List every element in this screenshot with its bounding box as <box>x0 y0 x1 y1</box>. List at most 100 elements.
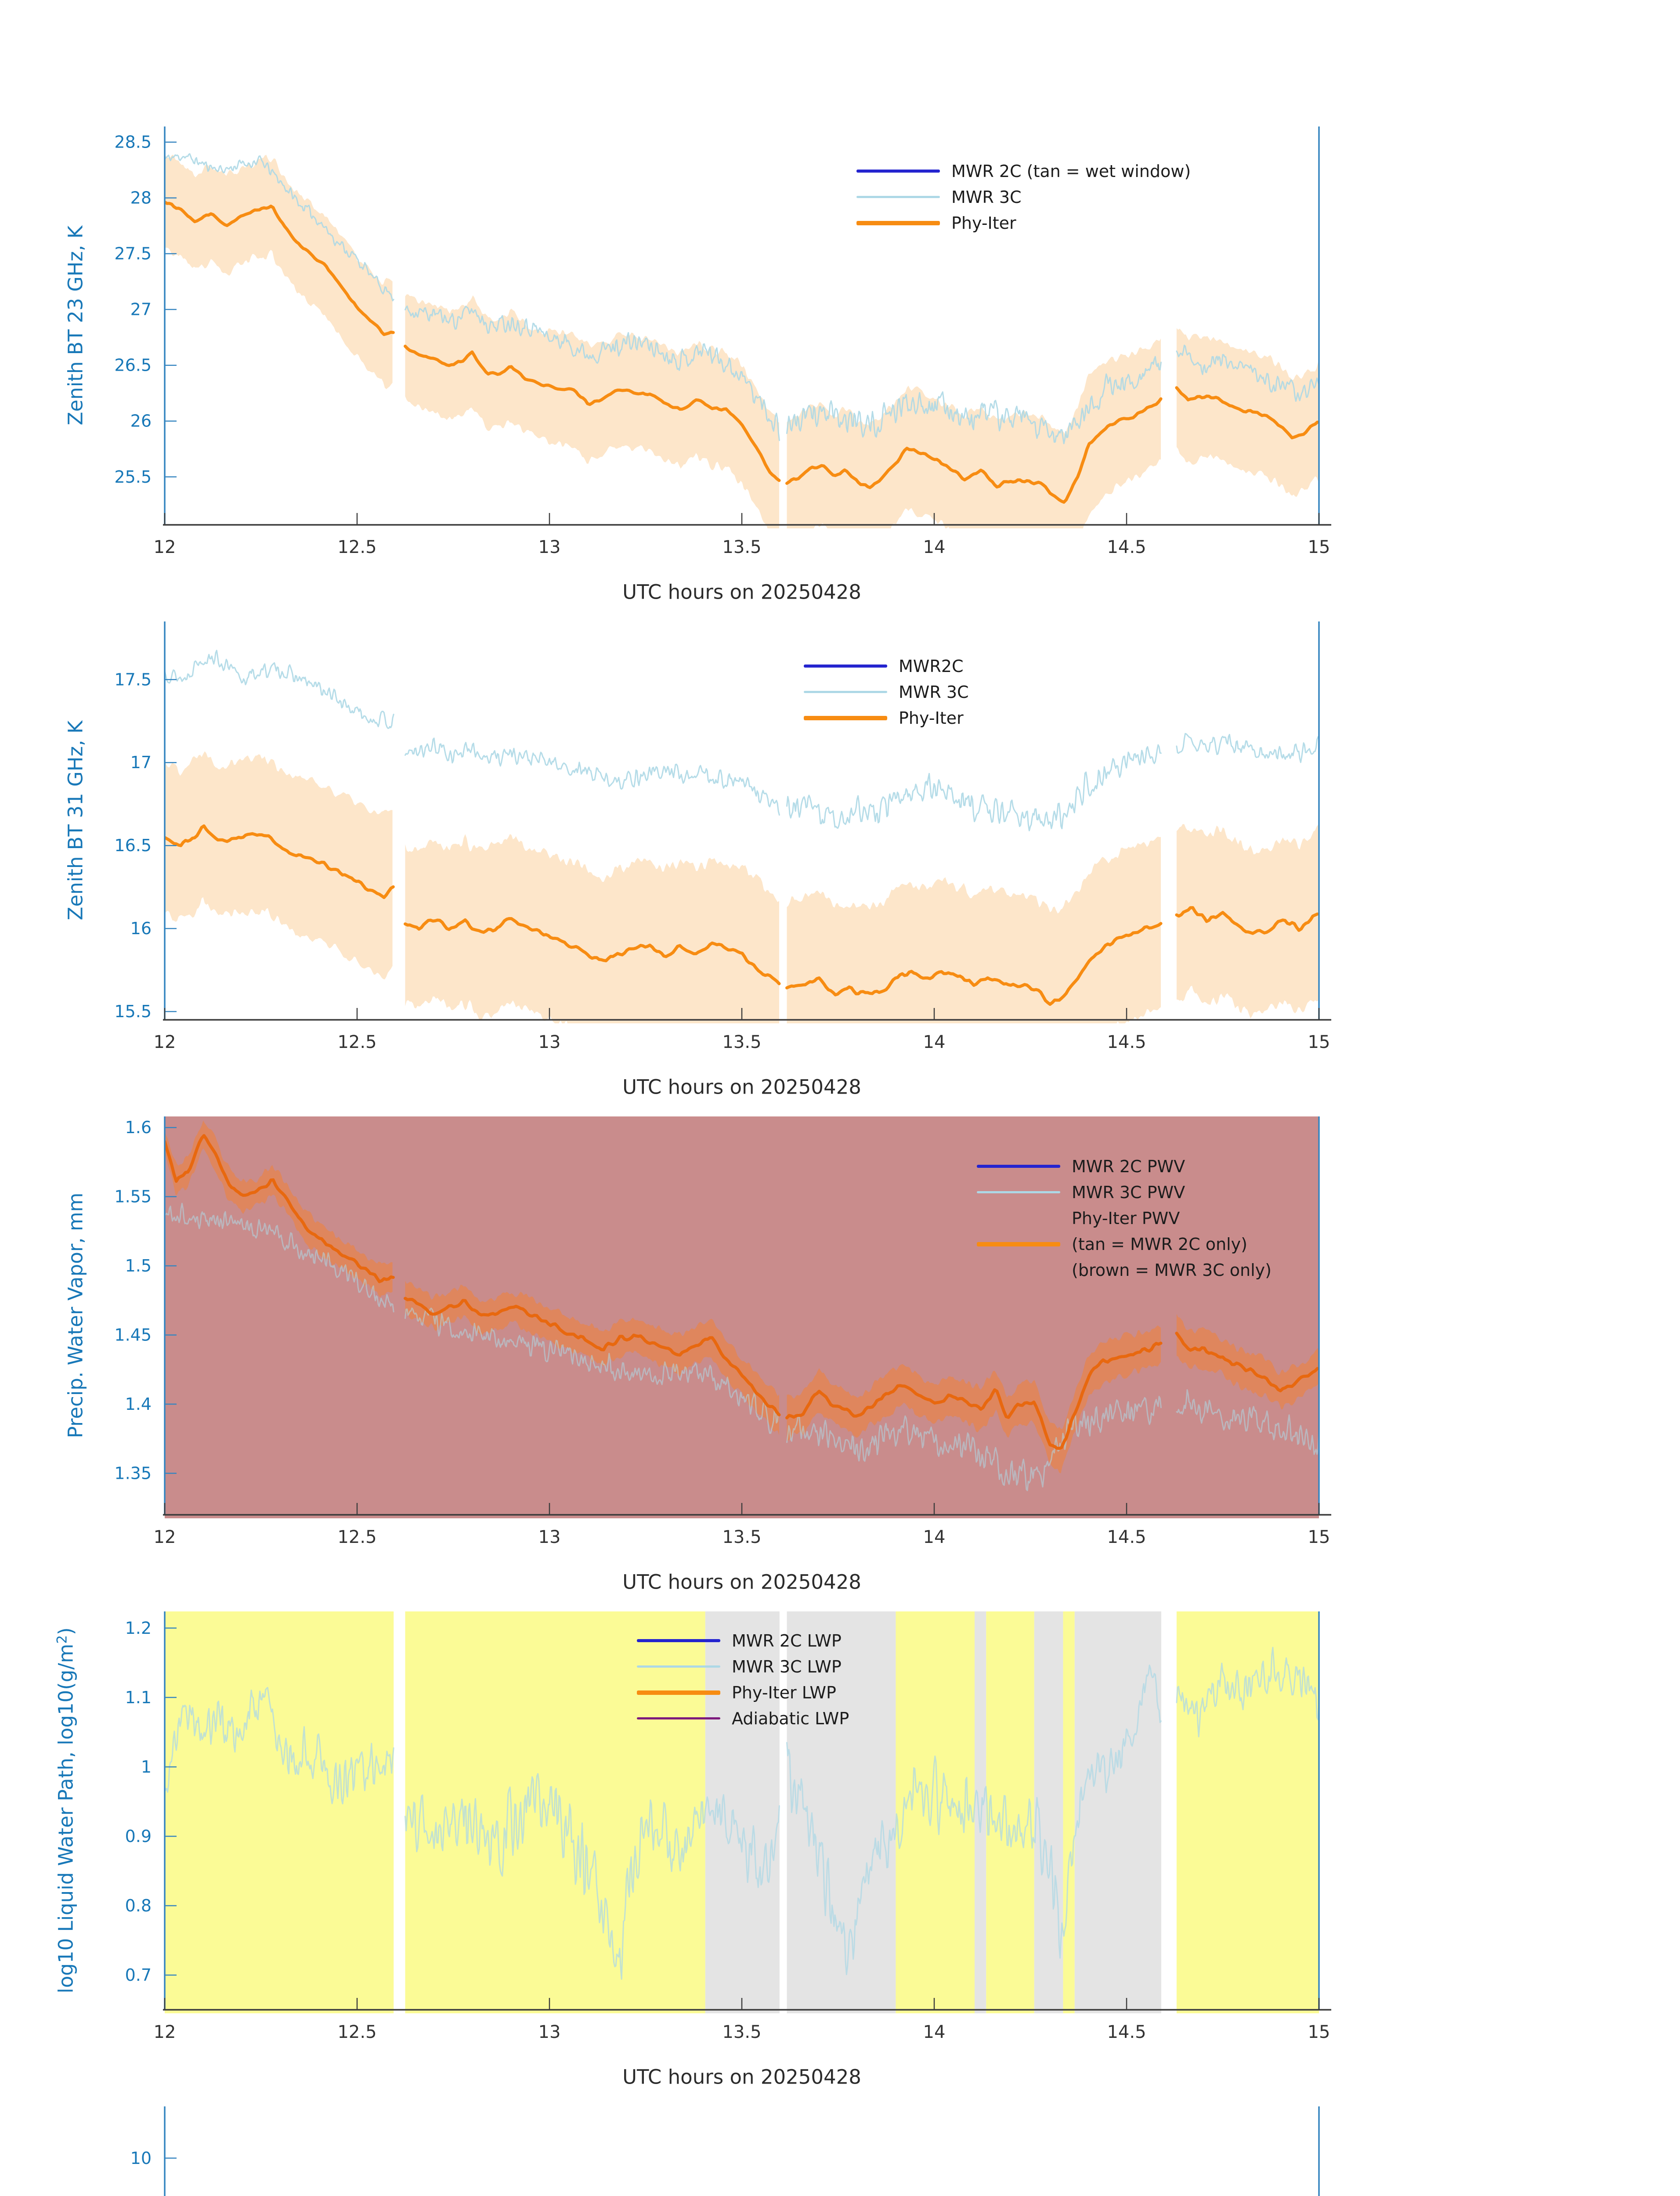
x-tick-label: 14 <box>923 2022 946 2042</box>
y-axis-label-bt31: Zenith BT 31 GHz, K <box>64 720 87 921</box>
chart-zenith-bt-23: 25.5 26 26.5 27 27.5 28 28.5 12 12.5 13 13.5 14 14.5… <box>114 126 1331 557</box>
series-phy-iter-pwv-line <box>165 1134 1319 1450</box>
legend-label: MWR 2C LWP <box>732 1631 842 1651</box>
legend-item: Phy-Iter <box>856 210 1191 236</box>
series-mwr-3c-pwv-line <box>165 1203 1319 1492</box>
legend-item: Phy-Iter LWP <box>637 1680 849 1705</box>
legend-line-swatch <box>804 665 887 668</box>
x-tick-label: 15 <box>1308 2022 1330 2042</box>
legend-label: MWR 3C <box>951 187 1022 207</box>
x-tick-label: 13 <box>538 2022 561 2042</box>
background-span-lwp_yellow <box>986 1611 1034 2013</box>
legend-item: MWR 2C LWP <box>637 1628 849 1654</box>
wet-window-band <box>165 155 393 390</box>
wet-window-band <box>405 294 779 528</box>
legend-spacer <box>977 1218 1060 1219</box>
x-tick-label: 12 <box>154 2022 176 2042</box>
legend-line-swatch <box>804 691 887 693</box>
y-tick-label: 0.8 <box>125 1896 152 1915</box>
y-axis-label-lwp: log10 Liquid Water Path, log10(g/m2) <box>54 1627 78 1994</box>
x-tick-label: 13.5 <box>722 537 761 557</box>
legend-bt31: MWR2C MWR 3C Phy-Iter <box>804 653 969 731</box>
x-tick-label: 14 <box>923 1527 946 1547</box>
x-axis-label-3: UTC hours on 20250428 <box>622 1570 861 1594</box>
legend-label: MWR2C <box>899 656 964 676</box>
y-tick-label: 27 <box>130 300 152 319</box>
y-tick-label: 27.5 <box>114 244 152 264</box>
background-span-lwp_gray <box>974 1611 986 2013</box>
y-tick-label: 1.45 <box>114 1326 152 1345</box>
x-tick-label: 13 <box>538 1032 561 1052</box>
x-tick-label: 14.5 <box>1107 2022 1146 2042</box>
legend-item: MWR 2C (tan = wet window) <box>856 158 1191 184</box>
legend-item: (brown = MWR 3C only) <box>977 1257 1272 1283</box>
background-span-lwp_yellow <box>165 1611 394 2013</box>
legend-item: Phy-Iter PWV <box>977 1205 1272 1231</box>
x-tick-label: 12 <box>154 537 176 557</box>
legend-pwv: MWR 2C PWV MWR 3C PWV Phy-Iter PWV (tan = M… <box>977 1153 1272 1283</box>
series-mwr-3c-line <box>165 650 1319 831</box>
background-span-lwp_yellow <box>405 1611 705 2013</box>
x-tick-label: 12.5 <box>337 1527 376 1547</box>
x-axis-label-1: UTC hours on 20250428 <box>622 580 861 604</box>
legend-label: Adiabatic LWP <box>732 1708 849 1728</box>
legend-item: (tan = MWR 2C only) <box>977 1231 1272 1257</box>
x-tick-label: 15 <box>1308 537 1330 557</box>
wet-window-band <box>1176 1314 1319 1409</box>
x-tick-label: 15 <box>1308 1032 1330 1052</box>
y-tick-label: 1.35 <box>114 1464 152 1483</box>
y-tick-label: 1.1 <box>125 1688 152 1707</box>
y-tick-label: 1.55 <box>114 1187 152 1206</box>
background-span-lwp_yellow <box>1063 1611 1075 2013</box>
legend-label: MWR 3C PWV <box>1072 1182 1185 1202</box>
y-tick-label: 0.7 <box>125 1965 152 1985</box>
legend-line-swatch <box>637 1665 720 1668</box>
wet-window-band <box>1176 824 1319 1019</box>
y-tick-label: 26.5 <box>114 356 152 375</box>
chart-log10-liquid-water-path: 0.7 0.8 0.9 1 1.1 1.2 12 12.5 13 13.5 14 14.5 15 <box>125 1611 1331 2042</box>
legend-item: MWR 3C LWP <box>637 1654 849 1680</box>
legend-item: MWR 3C <box>856 184 1191 210</box>
y-tick-label: 25.5 <box>114 467 152 487</box>
x-axis-label-2: UTC hours on 20250428 <box>622 1075 861 1099</box>
x-tick-label: 14.5 <box>1107 1032 1146 1052</box>
legend-label: Phy-Iter <box>951 213 1016 233</box>
x-tick-label: 12.5 <box>337 537 376 557</box>
y-axis-label-pwv: Precip. Water Vapor, mm <box>64 1192 87 1438</box>
background-span-lwp_yellow <box>896 1611 975 2013</box>
series-mwr-3c-lwp-line <box>165 1647 1319 1980</box>
legend-item: Adiabatic LWP <box>637 1705 849 1731</box>
legend-item: Phy-Iter <box>804 705 969 731</box>
background-span-pwv_bg_brown <box>165 1116 1319 1518</box>
y-tick-label: 1.5 <box>125 1256 152 1275</box>
chart-zenith-bt-31: 15.5 16 16.5 17 17.5 12 12.5 13 13.5 14 14.5 15 <box>114 621 1331 1052</box>
legend-bt23: MWR 2C (tan = wet window) MWR 3C Phy-Iter <box>856 158 1191 236</box>
chart-plot-area <box>165 1116 1319 1518</box>
y-tick-label: 10 <box>130 2149 152 2168</box>
y-tick-label: 16 <box>130 919 152 938</box>
y-tick-label: 1.4 <box>125 1394 152 1414</box>
legend-label: (tan = MWR 2C only) <box>1072 1234 1247 1254</box>
legend-line-swatch <box>856 170 940 173</box>
x-tick-label: 13.5 <box>722 1527 761 1547</box>
legend-item: MWR 3C PWV <box>977 1179 1272 1205</box>
series-mwr-3c-line <box>165 153 1319 444</box>
legend-label: (brown = MWR 3C only) <box>1072 1260 1272 1280</box>
y-axis-label-bt23: Zenith BT 23 GHz, K <box>64 225 87 426</box>
legend-label: Phy-Iter LWP <box>732 1683 836 1702</box>
legend-label: MWR 3C <box>899 682 969 702</box>
x-tick-label: 13.5 <box>722 2022 761 2042</box>
chart-plot-area <box>165 153 1319 528</box>
legend-lwp: MWR 2C LWP MWR 3C LWP Phy-Iter LWP Adiabati… <box>637 1628 849 1731</box>
y-tick-label: 1.2 <box>125 1618 152 1638</box>
legend-line-swatch <box>977 1191 1060 1193</box>
legend-line-swatch <box>637 1639 720 1642</box>
y-tick-label: 16.5 <box>114 836 152 855</box>
wet-window-band <box>405 834 779 1023</box>
x-tick-label: 14 <box>923 537 946 557</box>
legend-line-swatch <box>637 1717 720 1719</box>
series-phy-iter-line <box>165 824 1319 1006</box>
legend-line-swatch <box>977 1165 1060 1168</box>
